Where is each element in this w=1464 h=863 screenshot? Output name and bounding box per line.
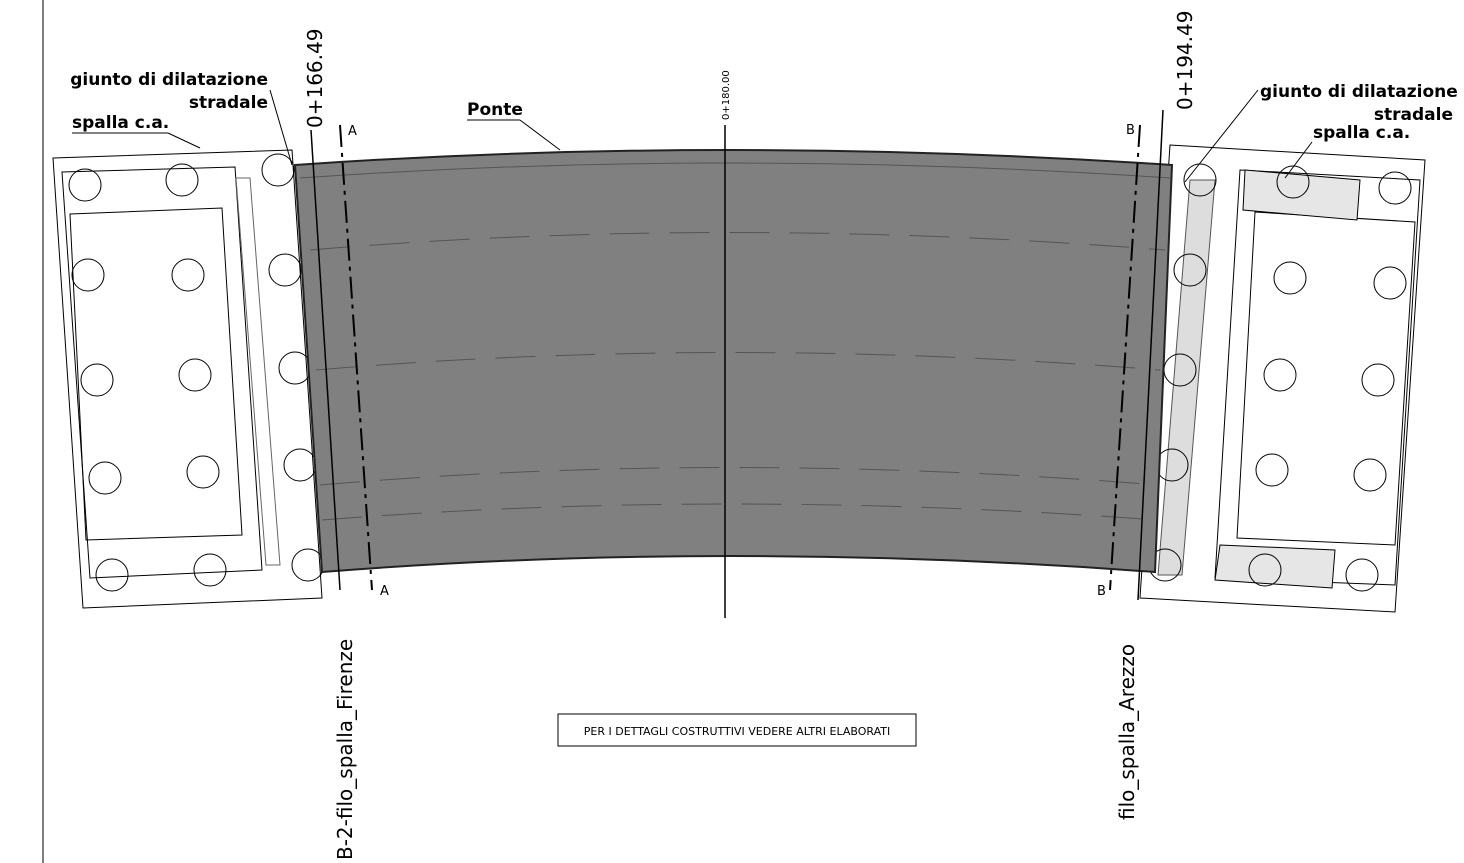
pile-circle — [268, 253, 302, 287]
section-label: B — [1126, 123, 1135, 138]
leader — [1184, 89, 1259, 183]
right-inner — [1214, 169, 1421, 586]
pile-circle — [80, 363, 114, 397]
leader — [269, 89, 293, 166]
pile-circle — [1378, 171, 1412, 205]
pile-circle — [283, 448, 317, 482]
right-hatch — [1157, 179, 1216, 576]
leader — [1284, 141, 1313, 179]
pile-circle — [71, 258, 105, 292]
pile-circle — [165, 163, 199, 197]
abutment-label: spalla c.a. — [1313, 123, 1410, 143]
leader — [519, 119, 561, 151]
pile-circle — [1276, 165, 1310, 199]
pile-circle — [1248, 553, 1282, 587]
pile-circle — [1353, 458, 1387, 492]
pile-circle — [1373, 266, 1407, 300]
pile-circle — [68, 168, 102, 202]
pile-circle — [1173, 253, 1207, 287]
pile-circle — [88, 461, 122, 495]
pile-circle — [186, 455, 220, 489]
pile-circle — [171, 258, 205, 292]
section-label: A — [380, 584, 389, 599]
center-station: 0+180.00 — [721, 70, 732, 120]
pile-circle — [95, 558, 129, 592]
station-label: 0+166.49 — [303, 29, 327, 128]
right-station-line — [1137, 109, 1164, 601]
left-inner — [61, 166, 263, 579]
left-abutment — [52, 149, 323, 609]
section-b-line — [1109, 124, 1141, 591]
bridge-label: Ponte — [467, 100, 523, 120]
section-label: A — [348, 124, 357, 139]
deck-line — [309, 232, 1166, 251]
left-inner2 — [69, 207, 243, 541]
pile-circle — [1273, 261, 1307, 295]
bridge-deck — [293, 149, 1174, 574]
section-a-line — [339, 124, 373, 591]
right-hatch3 — [1214, 544, 1336, 589]
note-box — [557, 713, 917, 747]
joint-label: stradale — [189, 93, 268, 113]
pile-circle — [1183, 163, 1217, 197]
left-station-line — [310, 129, 341, 591]
alignment-label: B-2-filo_spalla_Firenze — [333, 639, 357, 860]
joint-label: giunto di dilatazione — [70, 70, 268, 90]
leader — [167, 132, 201, 149]
pile-circle — [178, 358, 212, 392]
pile-circle — [291, 548, 325, 582]
joint-label: stradale — [1374, 105, 1453, 125]
alignment-label: filo_spalla_Arezzo — [1115, 644, 1139, 820]
pile-circle — [193, 553, 227, 587]
joint-label: giunto di dilatazione — [1260, 82, 1458, 102]
deck-line — [299, 162, 1171, 179]
pile-circle — [1255, 453, 1289, 487]
pile-circle — [1263, 358, 1297, 392]
pile-circle — [1345, 558, 1379, 592]
note: PER I DETTAGLI COSTRUTTIVI VEDERE ALTRI … — [584, 725, 890, 738]
abutment-label: spalla c.a. — [72, 113, 169, 133]
pile-circle — [261, 153, 295, 187]
station-label: 0+194.49 — [1173, 11, 1197, 110]
right-inner2 — [1236, 211, 1416, 546]
section-label: B — [1097, 584, 1106, 599]
pile-circle — [1361, 363, 1395, 397]
left-strip — [235, 177, 281, 566]
